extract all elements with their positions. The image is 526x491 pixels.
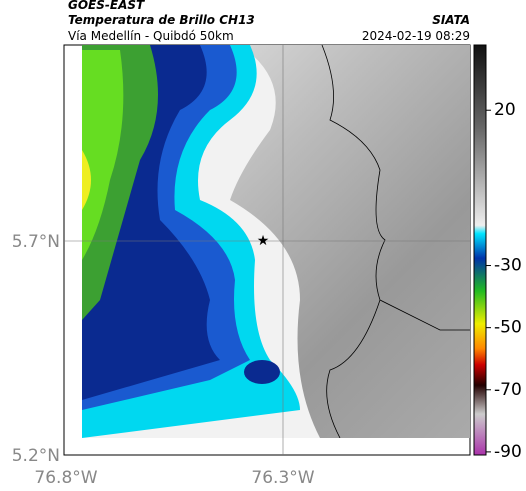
lon-label: 76.8°W xyxy=(34,468,97,488)
colorbar-tick-label: -30 xyxy=(494,256,522,276)
colorbar-tick-label: -50 xyxy=(494,318,522,338)
colorbar-tick-label: 20 xyxy=(494,100,516,120)
colorbar-tick-label: -70 xyxy=(494,380,522,400)
source: GOES-EAST xyxy=(68,0,145,12)
colorbar-tick-label: -90 xyxy=(494,442,522,462)
agency: SIATA xyxy=(432,13,470,27)
lon-label: 76.3°W xyxy=(251,468,314,488)
timestamp: 2024-02-19 08:29 xyxy=(362,29,470,43)
colorbar-ticks: 20 -30 -50 -70 -90 xyxy=(486,100,522,462)
colorbar xyxy=(473,44,487,456)
lat-label: 5.2°N xyxy=(12,446,60,466)
subtitle: Vía Medellín - Quibdó 50km xyxy=(68,29,234,43)
lat-label: 5.7°N xyxy=(12,232,60,252)
title: Temperatura de Brillo CH13 xyxy=(68,13,255,27)
satellite-image xyxy=(82,45,470,438)
location-marker: ★ xyxy=(257,233,270,249)
